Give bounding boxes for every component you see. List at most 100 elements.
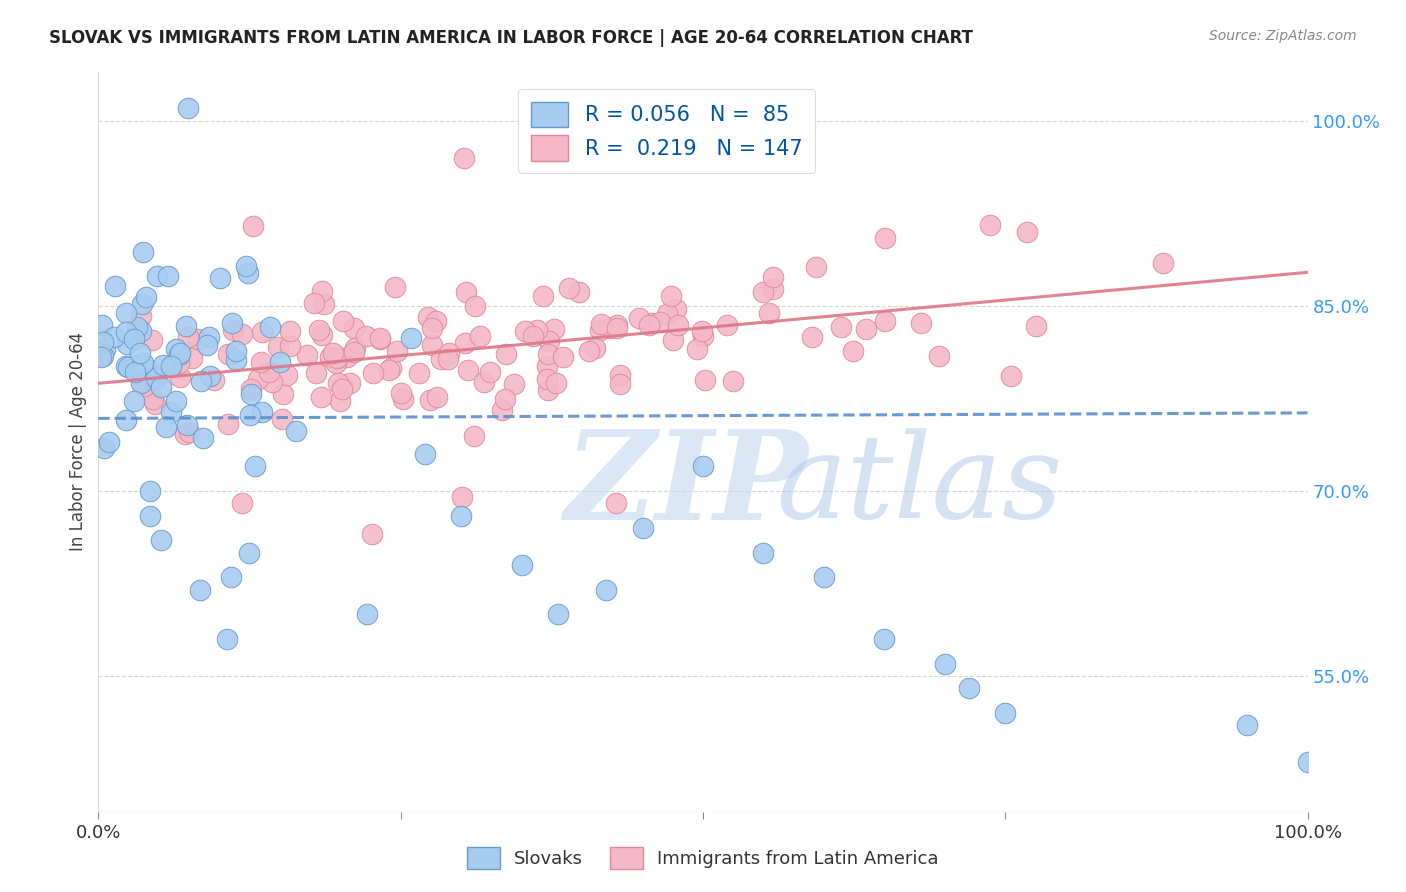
Point [979,218,1001,232]
Point [169,369,191,384]
Point [139,508,162,523]
Point [606,318,628,332]
Point [122,332,145,346]
Point [115,413,138,427]
Point [692,459,714,474]
Point [522,328,544,343]
Point [312,296,335,310]
Point [173,427,195,442]
Point [124,365,146,379]
Point [752,546,775,560]
Point [343,320,366,334]
Point [246,371,269,385]
Point [125,320,148,334]
Point [311,328,333,343]
Point [114,326,136,340]
Point [181,351,204,366]
Point [578,344,600,359]
Point [103,330,125,344]
Point [209,270,232,285]
Point [159,404,181,418]
Point [190,374,212,388]
Point [994,706,1017,720]
Point [855,322,877,336]
Point [599,321,621,335]
Point [589,318,612,332]
Point [451,490,474,504]
Point [141,333,163,347]
Point [225,353,247,368]
Point [250,325,273,339]
Point [666,318,689,333]
Point [1000,369,1022,384]
Point [98,434,121,449]
Point [322,346,344,360]
Point [250,354,273,368]
Point [343,344,366,359]
Point [609,368,631,383]
Point [177,102,200,116]
Point [260,375,283,389]
Point [91,318,114,332]
Point [420,338,443,352]
Point [389,386,412,401]
Point [269,355,291,369]
Point [392,392,415,407]
Point [156,268,179,283]
Point [752,285,775,299]
Point [330,379,353,393]
Point [558,281,581,295]
Point [1015,225,1038,239]
Point [225,343,247,358]
Point [302,296,325,310]
Point [176,417,198,432]
Point [124,359,146,374]
Point [537,334,560,348]
Point [135,362,157,376]
Point [495,346,517,360]
Point [1236,718,1258,732]
Point [1296,756,1319,770]
Point [605,496,627,510]
Point [90,350,112,364]
Point [544,376,567,390]
Point [627,310,650,325]
Point [454,285,477,300]
Y-axis label: In Labor Force | Age 20-64: In Labor Force | Age 20-64 [69,332,87,551]
Point [354,328,377,343]
Point [1153,256,1175,270]
Point [543,322,565,336]
Point [236,266,259,280]
Point [165,342,187,356]
Point [551,350,574,364]
Point [384,280,406,294]
Point [533,289,555,303]
Point [336,350,359,364]
Point [187,332,209,346]
Point [413,447,436,461]
Point [139,483,162,498]
Point [150,533,173,548]
Point [420,321,443,335]
Point [191,431,214,445]
Point [177,330,200,344]
Point [243,459,266,474]
Point [842,344,865,359]
Point [457,363,479,377]
Point [271,387,294,401]
Point [536,372,558,386]
Point [326,351,349,365]
Point [464,299,486,313]
Point [115,306,138,320]
Point [122,393,145,408]
Point [762,282,785,296]
Legend: Slovaks, Immigrants from Latin America: Slovaks, Immigrants from Latin America [460,839,946,876]
Text: SLOVAK VS IMMIGRANTS FROM LATIN AMERICA IN LABOR FORCE | AGE 20-64 CORRELATION C: SLOVAK VS IMMIGRANTS FROM LATIN AMERICA … [49,29,973,46]
Point [873,231,896,245]
Point [167,348,190,362]
Point [692,329,714,343]
Point [91,335,114,350]
Point [131,325,153,339]
Point [416,310,439,325]
Point [221,570,243,584]
